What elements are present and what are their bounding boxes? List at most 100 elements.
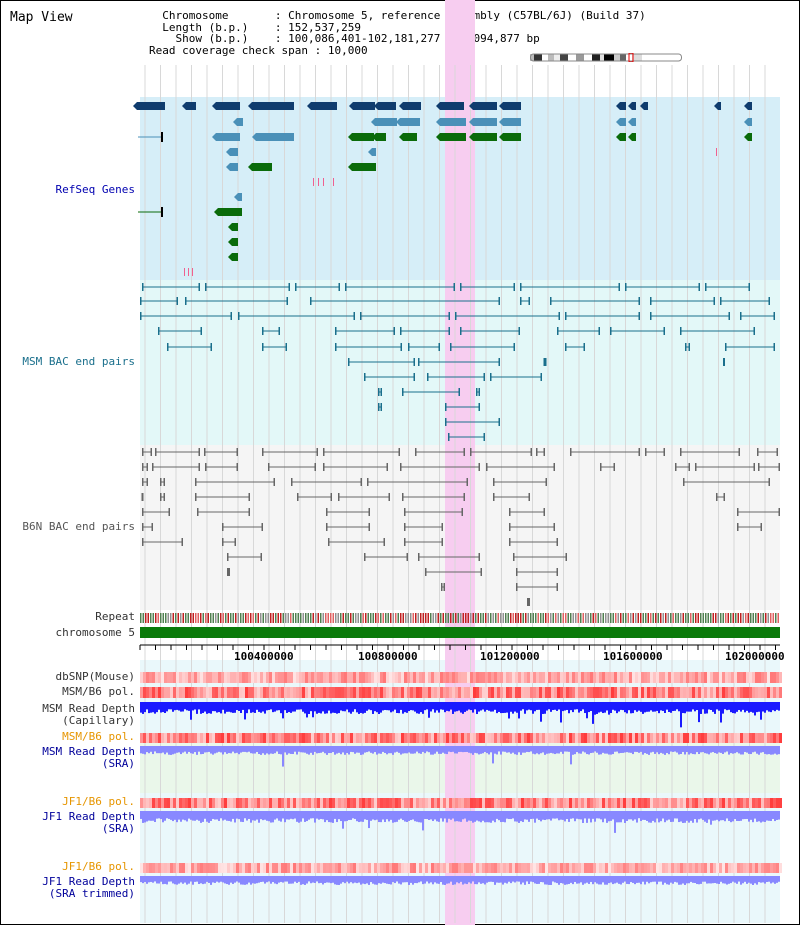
polymorphism-cell: [680, 798, 683, 808]
bac-end: [338, 493, 340, 501]
polymorphism-cell: [506, 733, 509, 743]
read-depth-bar: [494, 876, 496, 885]
read-depth-bar: [354, 746, 356, 754]
read-depth-bar: [764, 811, 766, 822]
bac-end: [261, 523, 263, 531]
polymorphism-cell: [347, 798, 350, 808]
read-depth-bar: [156, 811, 158, 819]
read-depth-bar: [406, 811, 408, 823]
chromosome-ideogram[interactable]: [530, 53, 682, 62]
gene-arrow: [349, 102, 353, 110]
read-depth-bar: [234, 702, 236, 713]
read-depth-bar: [220, 746, 222, 753]
gene-block: [352, 133, 374, 141]
polymorphism-cell: [689, 863, 692, 873]
read-depth-bar: [368, 876, 370, 885]
read-depth-bar: [312, 702, 314, 718]
polymorphism-cell: [458, 798, 461, 808]
polymorphism-cell: [578, 733, 581, 743]
polymorphism-cell: [590, 863, 593, 873]
polymorphism-cell: [473, 733, 476, 743]
repeat-element: [297, 613, 299, 623]
read-depth-bar: [378, 876, 380, 884]
polymorphism-cell: [743, 863, 746, 873]
read-depth-bar: [696, 876, 698, 885]
read-depth-bar: [146, 811, 148, 822]
read-depth-bar: [336, 811, 338, 823]
bac-end: [195, 493, 197, 501]
polymorphism-cell: [731, 798, 734, 808]
bac-end: [404, 508, 406, 516]
bac-end: [498, 297, 500, 305]
repeat-element: [412, 613, 414, 623]
read-depth-bar: [158, 811, 160, 819]
read-depth-bar: [560, 746, 562, 752]
gene-arrow: [182, 102, 186, 110]
polymorphism-cell: [635, 672, 638, 683]
polymorphism-cell: [368, 798, 371, 808]
read-depth-bar: [368, 702, 370, 710]
bac-end: [461, 508, 463, 516]
read-depth-bar: [494, 811, 496, 823]
polymorphism-cell: [194, 863, 197, 873]
read-depth-bar: [294, 702, 296, 712]
polymorphism-cell: [152, 672, 155, 683]
read-depth-bar: [254, 702, 256, 713]
polymorphism-cell: [635, 798, 638, 808]
read-depth-bar: [190, 746, 192, 754]
read-depth-bar: [562, 811, 564, 820]
gene-block: [632, 133, 636, 141]
bac-end: [737, 523, 739, 531]
read-depth-bar: [372, 811, 374, 820]
read-depth-bar: [238, 811, 240, 820]
read-depth-bar: [366, 702, 368, 711]
read-depth-bar: [532, 746, 534, 754]
bac-end: [278, 327, 280, 335]
read-depth-bar: [420, 811, 422, 823]
read-depth-bar: [454, 876, 456, 885]
read-depth-bar: [164, 702, 166, 714]
read-depth-bar: [778, 702, 780, 711]
repeat-element: [675, 613, 677, 623]
bac-end: [455, 312, 457, 320]
read-depth-bar: [314, 811, 316, 823]
polymorphism-cell: [578, 672, 581, 683]
read-depth-bar: [154, 702, 156, 714]
polymorphism-cell: [770, 863, 773, 873]
read-depth-bar: [162, 876, 164, 885]
read-depth-bar: [392, 876, 394, 883]
polymorphism-cell: [722, 672, 725, 683]
read-depth-bar: [262, 811, 264, 821]
bac-end: [415, 448, 417, 456]
bac-end: [151, 523, 153, 531]
bac-end: [556, 583, 558, 591]
read-depth-bar: [274, 746, 276, 754]
repeat-element: [435, 613, 437, 623]
polymorphism-cell: [146, 672, 149, 683]
polymorphism-cell: [209, 733, 212, 743]
polymorphism-cell: [722, 733, 725, 743]
read-depth-bar: [752, 746, 754, 753]
read-depth-bar: [424, 746, 426, 754]
polymorphism-cell: [635, 733, 638, 743]
gene-block: [503, 102, 521, 110]
read-depth-bar: [576, 702, 578, 710]
bac-end: [368, 523, 370, 531]
bac-end: [195, 478, 197, 486]
read-depth-bar: [302, 746, 304, 753]
read-depth-bar: [660, 811, 662, 822]
read-depth-bar: [230, 702, 232, 713]
read-depth-bar: [582, 876, 584, 885]
polymorphism-cell: [677, 733, 680, 743]
polymorphism-cell: [302, 863, 305, 873]
polymorphism-cell: [215, 733, 218, 743]
polymorphism-cell: [257, 798, 260, 808]
read-depth-bar: [152, 811, 154, 821]
repeat-element: [712, 613, 714, 623]
read-depth-bar: [596, 811, 598, 819]
polymorphism-cell: [167, 672, 170, 683]
gene-arrow: [233, 118, 237, 126]
polymorphism-cell: [494, 863, 497, 873]
polymorphism-cell: [293, 672, 296, 683]
